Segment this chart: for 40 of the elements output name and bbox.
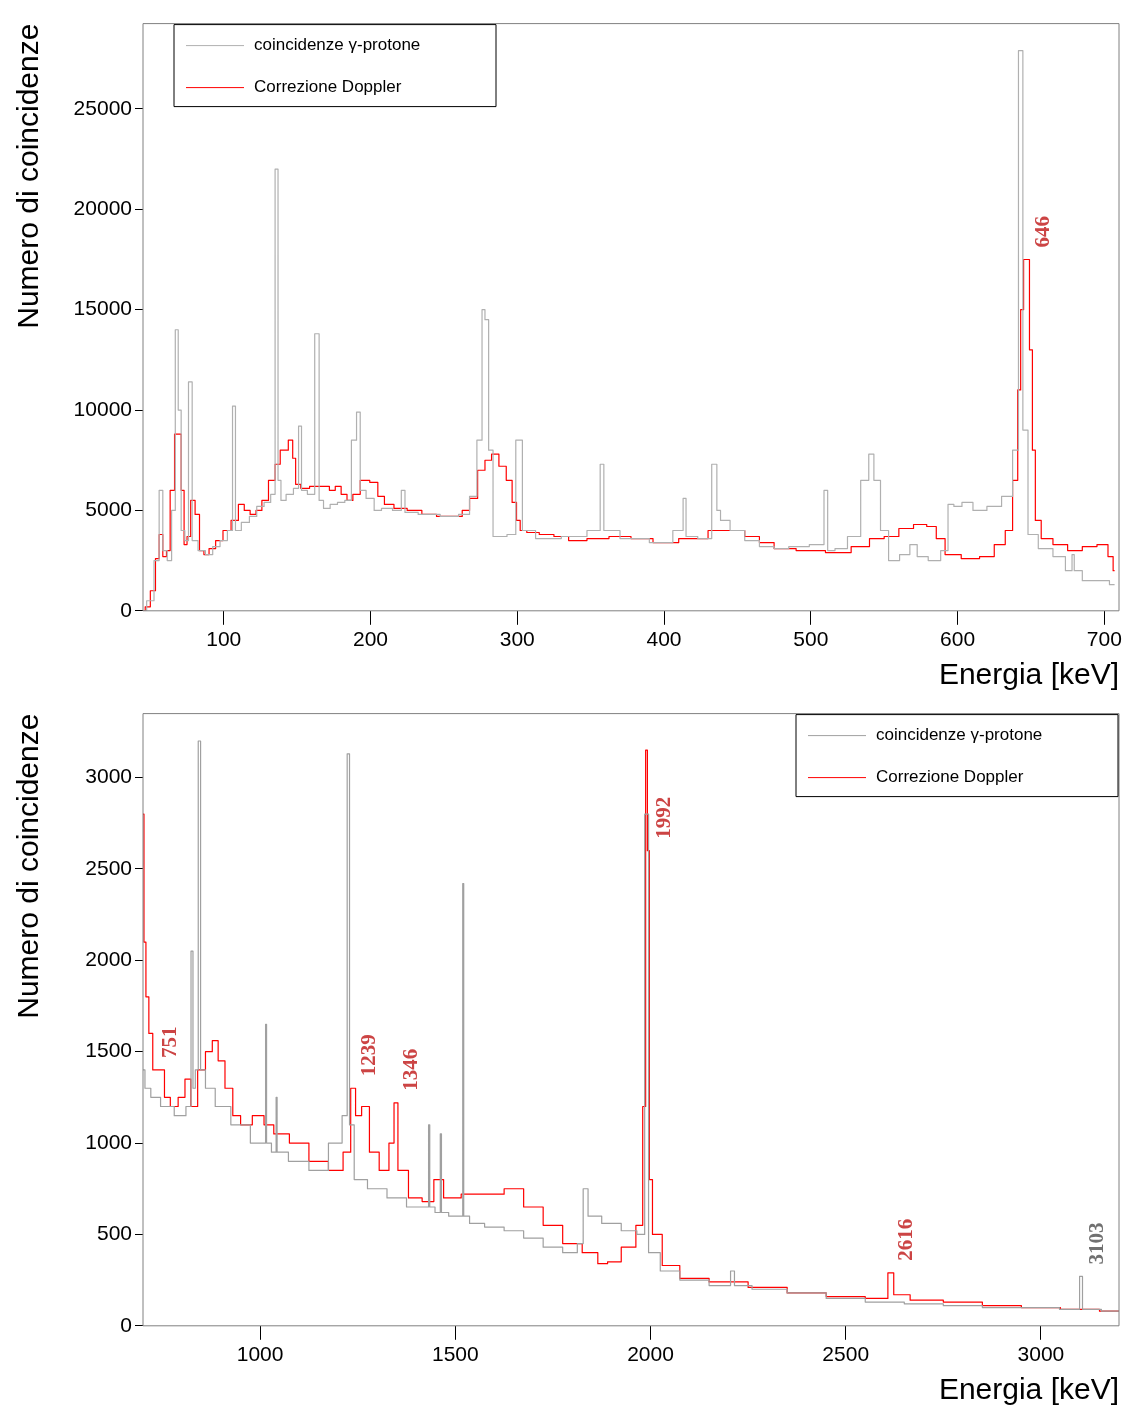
y-tick-label: 2000 [85,947,132,971]
annotation: 646 [1030,215,1055,248]
y-axis-title: Numero di coincidenze [11,713,45,1019]
legend-label: Correzione Doppler [254,77,402,97]
annotation: 1346 [397,1048,422,1091]
y-tick-label: 5000 [85,497,132,521]
x-tick-label: 700 [1086,627,1122,651]
annotation: 3103 [1083,1222,1108,1265]
x-tick-label: 600 [940,627,976,651]
x-tick-label: 300 [499,627,535,651]
x-axis-title: Energia [keV] [938,657,1119,691]
y-tick-label: 0 [120,597,132,621]
y-tick-label: 10000 [73,396,132,420]
y-tick-label: 3000 [85,764,132,788]
x-tick-label: 500 [793,627,829,651]
y-tick-label: 15000 [73,296,132,320]
annotation: 1992 [650,796,675,839]
annotation: 751 [157,1026,182,1058]
x-tick-label: 3000 [1017,1342,1065,1366]
annotation: 1239 [355,1034,380,1077]
x-tick-label: 2500 [822,1342,870,1366]
x-tick-label: 100 [206,627,242,651]
y-tick-label: 2500 [85,855,132,879]
y-tick-label: 1000 [85,1129,132,1153]
y-tick-label: 0 [120,1312,132,1336]
y-tick-label: 1500 [85,1038,132,1062]
x-tick-label: 200 [352,627,389,651]
annotation: 2616 [893,1218,918,1261]
y-tick-label: 500 [96,1221,132,1245]
legend-label: Correzione Doppler [876,767,1024,787]
x-tick-label: 400 [646,627,682,651]
x-axis-title: Energia [keV] [938,1372,1119,1406]
x-tick-label: 1000 [236,1342,284,1366]
y-axis-title: Numero di coincidenze [11,23,45,329]
x-tick-label: 1500 [431,1342,479,1366]
y-tick-label: 25000 [73,95,132,119]
legend-label: coincidenze γ-protone [876,725,1043,745]
x-tick-label: 2000 [627,1342,674,1366]
y-tick-label: 20000 [73,196,132,220]
legend-label: coincidenze γ-protone [254,35,421,55]
